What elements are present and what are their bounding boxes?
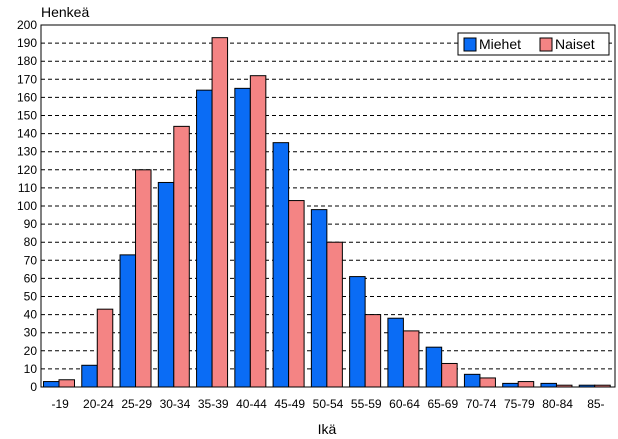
plot-frame [40, 24, 616, 388]
bar-miehet [502, 382, 519, 388]
y-tick-label: 100 [17, 199, 37, 213]
bar-miehet [310, 209, 328, 388]
x-tick-labels: -19 20-24 25-29 30-34 35-39 40-44 45-49 50-54 55… [51, 397, 604, 411]
legend-swatch-naiset [539, 37, 553, 52]
bar-miehet [119, 254, 137, 388]
y-tick-label: 20 [24, 344, 38, 358]
y-tick-label: 110 [18, 181, 37, 195]
legend-swatch-miehet [463, 37, 477, 52]
y-tick-label: 70 [24, 253, 38, 267]
bar-naiset [58, 379, 75, 388]
x-tick-label: 45-49 [274, 397, 305, 411]
bar-miehet [196, 89, 213, 388]
bar-naiset [326, 241, 343, 388]
x-tick-label: 20-24 [83, 397, 114, 411]
y-tick-label: 130 [17, 145, 37, 159]
y-tick-label: 30 [24, 326, 38, 340]
bar-miehet [387, 317, 404, 388]
x-tick-label: -19 [51, 397, 69, 411]
x-tick-label: 75-79 [504, 397, 535, 411]
y-tick-label: 160 [17, 90, 37, 104]
bar-miehet [157, 181, 175, 388]
bar-naiset [402, 330, 420, 388]
legend-label-naiset: Naiset [555, 36, 595, 52]
x-tick-label: 40-44 [236, 397, 267, 411]
x-tick-label: 25-29 [121, 397, 152, 411]
x-tick-label: 85- [587, 397, 604, 411]
legend-box [457, 32, 610, 56]
x-axis-title: Ikä [318, 421, 337, 437]
x-tick-label: 35-39 [198, 397, 229, 411]
y-tick-label: 190 [17, 36, 37, 50]
bar-miehet [43, 381, 60, 388]
y-tick-label: 150 [17, 109, 37, 123]
bar-naiset [249, 75, 267, 388]
bar-naiset [211, 37, 229, 388]
bar-naiset [441, 362, 458, 388]
y-tick-label: 80 [24, 235, 38, 249]
bar-naiset [288, 200, 305, 388]
x-tick-label: 30-34 [160, 397, 191, 411]
legend: Miehet Naiset [457, 32, 610, 56]
bar-naiset [135, 169, 152, 388]
x-tick-label: 50-54 [313, 397, 344, 411]
y-tick-label: 200 [17, 18, 37, 32]
bar-naiset [364, 314, 382, 388]
bar-naiset [517, 381, 535, 388]
x-tick-label: 55-59 [351, 397, 382, 411]
y-axis-title: Henkeä [41, 4, 89, 20]
y-tick-label: 140 [17, 127, 37, 141]
bar-naiset [96, 308, 114, 388]
y-tick-label: 180 [17, 54, 37, 68]
bar-miehet [540, 382, 557, 388]
y-tick-label: 50 [24, 290, 38, 304]
x-tick-label: 60-64 [389, 397, 420, 411]
y-tick-label: 170 [17, 72, 37, 86]
y-tick-label: 10 [24, 362, 38, 376]
bar-miehet [349, 276, 366, 388]
bar-miehet [463, 373, 481, 388]
x-tick-label: 65-69 [427, 397, 458, 411]
legend-label-miehet: Miehet [479, 36, 521, 52]
bar-miehet [272, 142, 290, 388]
y-tick-labels: 0 10 20 30 40 50 60 70 80 90 100 110 120 130 140 150 160… [17, 18, 37, 394]
bar-miehet [234, 87, 251, 388]
y-tick-label: 120 [17, 163, 37, 177]
bar-naiset [479, 377, 496, 388]
y-tick-label: 90 [24, 217, 38, 231]
x-tick-label: 80-84 [542, 397, 573, 411]
bars [43, 37, 611, 388]
bar-naiset [173, 125, 190, 388]
bar-miehet [425, 346, 443, 388]
y-tick-label: 0 [30, 380, 37, 394]
bar-miehet [81, 364, 98, 388]
x-tick-label: 70-74 [466, 397, 497, 411]
y-tick-label: 60 [24, 271, 38, 285]
y-tick-label: 40 [24, 308, 38, 322]
